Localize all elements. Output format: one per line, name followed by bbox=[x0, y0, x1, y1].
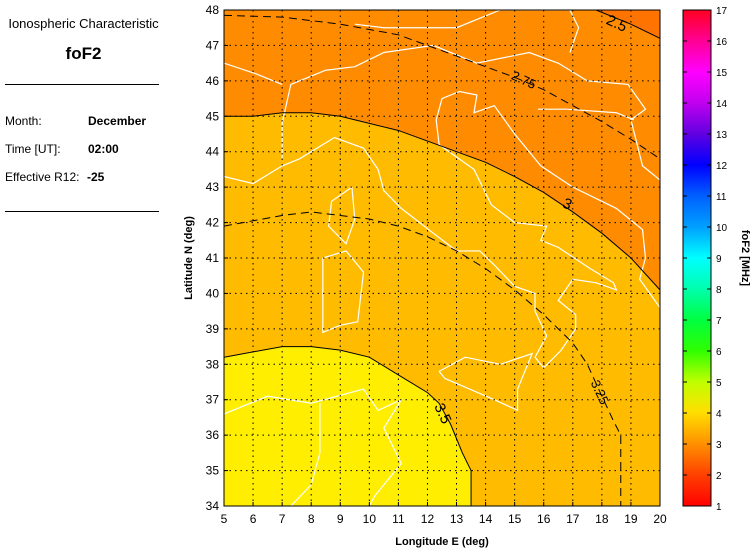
x-tick-label: 10 bbox=[363, 512, 377, 526]
colorbar-tick-label: 3 bbox=[716, 440, 722, 451]
divider bbox=[5, 84, 159, 85]
y-axis-label: Latitude N (deg) bbox=[183, 216, 195, 300]
colorbar-tick-label: 1 bbox=[716, 502, 722, 513]
y-tick-label: 44 bbox=[206, 145, 220, 159]
colorbar-tick-label: 5 bbox=[716, 378, 722, 389]
coastline bbox=[224, 62, 283, 85]
colorbar-tick-label: 10 bbox=[716, 223, 728, 234]
colorbar-tick-label: 8 bbox=[716, 285, 722, 296]
x-tick-label: 8 bbox=[308, 512, 315, 526]
y-tick-label: 48 bbox=[206, 3, 220, 17]
colorbar-label: foF2 [MHz] bbox=[739, 230, 751, 287]
x-axis-label: Longitude E (deg) bbox=[395, 536, 489, 548]
x-tick-label: 9 bbox=[337, 512, 344, 526]
panel-heading: Ionospheric Characteristic bbox=[8, 16, 159, 31]
x-tick-label: 11 bbox=[392, 512, 405, 526]
colorbar-tick-label: 12 bbox=[716, 161, 728, 172]
contour-line-3 bbox=[224, 112, 660, 291]
divider bbox=[5, 211, 159, 212]
colorbar-tick-label: 9 bbox=[716, 254, 722, 265]
x-tick-label: 6 bbox=[250, 512, 257, 526]
y-tick-label: 40 bbox=[206, 286, 220, 300]
y-tick-label: 39 bbox=[206, 322, 220, 336]
coastline bbox=[537, 108, 635, 121]
contour-line-3.25 bbox=[224, 211, 622, 506]
coastline bbox=[281, 44, 660, 181]
time-value: 02:00 bbox=[88, 142, 119, 156]
contour-line-2.5 bbox=[595, 10, 660, 39]
contour-line-2.75 bbox=[224, 14, 660, 160]
y-tick-label: 42 bbox=[206, 216, 220, 230]
y-tick-label: 35 bbox=[206, 464, 220, 478]
time-label: Time [UT]: bbox=[5, 142, 61, 156]
x-tick-label: 16 bbox=[537, 512, 551, 526]
coastline bbox=[322, 250, 365, 334]
colorbar-tick-label: 11 bbox=[716, 192, 727, 203]
fill-above-3.5 bbox=[224, 346, 472, 506]
contour-line-3.5 bbox=[224, 346, 472, 506]
x-tick-label: 14 bbox=[479, 512, 493, 526]
colorbar-tick-label: 6 bbox=[716, 347, 722, 358]
month-value: December bbox=[88, 114, 147, 128]
coastline bbox=[438, 352, 534, 412]
x-tick-label: 5 bbox=[221, 512, 228, 526]
fill-below-2.5 bbox=[596, 10, 660, 39]
colorbar-tick-label: 4 bbox=[716, 409, 722, 420]
y-tick-label: 36 bbox=[206, 428, 220, 442]
y-tick-label: 41 bbox=[206, 251, 220, 265]
coastline bbox=[224, 388, 403, 506]
r12-value: -25 bbox=[87, 170, 105, 184]
y-tick-label: 38 bbox=[206, 357, 220, 371]
x-tick-label: 7 bbox=[279, 512, 286, 526]
x-tick-label: 15 bbox=[508, 512, 522, 526]
y-tick-label: 45 bbox=[206, 109, 220, 123]
colorbar bbox=[682, 9, 712, 507]
coastline bbox=[328, 186, 356, 245]
coastline bbox=[224, 90, 660, 369]
colorbar-tick-label: 16 bbox=[716, 37, 728, 48]
x-tick-label: 17 bbox=[566, 512, 580, 526]
r12-label: Effective R12: bbox=[5, 170, 80, 184]
colorbar-tick-label: 13 bbox=[716, 130, 728, 141]
parameter-title: foF2 bbox=[65, 44, 102, 63]
x-tick-label: 18 bbox=[595, 512, 609, 526]
colorbar-tick-label: 17 bbox=[716, 6, 728, 17]
y-tick-label: 34 bbox=[206, 499, 220, 513]
colorbar-tick-label: 2 bbox=[716, 471, 722, 482]
y-tick-label: 37 bbox=[206, 393, 220, 407]
x-tick-label: 19 bbox=[624, 512, 638, 526]
y-tick-label: 46 bbox=[206, 74, 220, 88]
x-tick-label: 20 bbox=[653, 512, 667, 526]
y-tick-label: 47 bbox=[206, 38, 220, 52]
x-tick-label: 13 bbox=[450, 512, 464, 526]
colorbar-tick-label: 7 bbox=[716, 316, 722, 327]
x-tick-label: 12 bbox=[421, 512, 435, 526]
month-label: Month: bbox=[5, 114, 42, 128]
y-tick-label: 43 bbox=[206, 180, 220, 194]
coastline bbox=[290, 403, 321, 506]
fill-2.5-3.0 bbox=[224, 10, 660, 290]
colorbar-tick-label: 14 bbox=[716, 99, 728, 110]
coastline bbox=[354, 10, 580, 53]
colorbar-tick-label: 15 bbox=[716, 68, 728, 79]
